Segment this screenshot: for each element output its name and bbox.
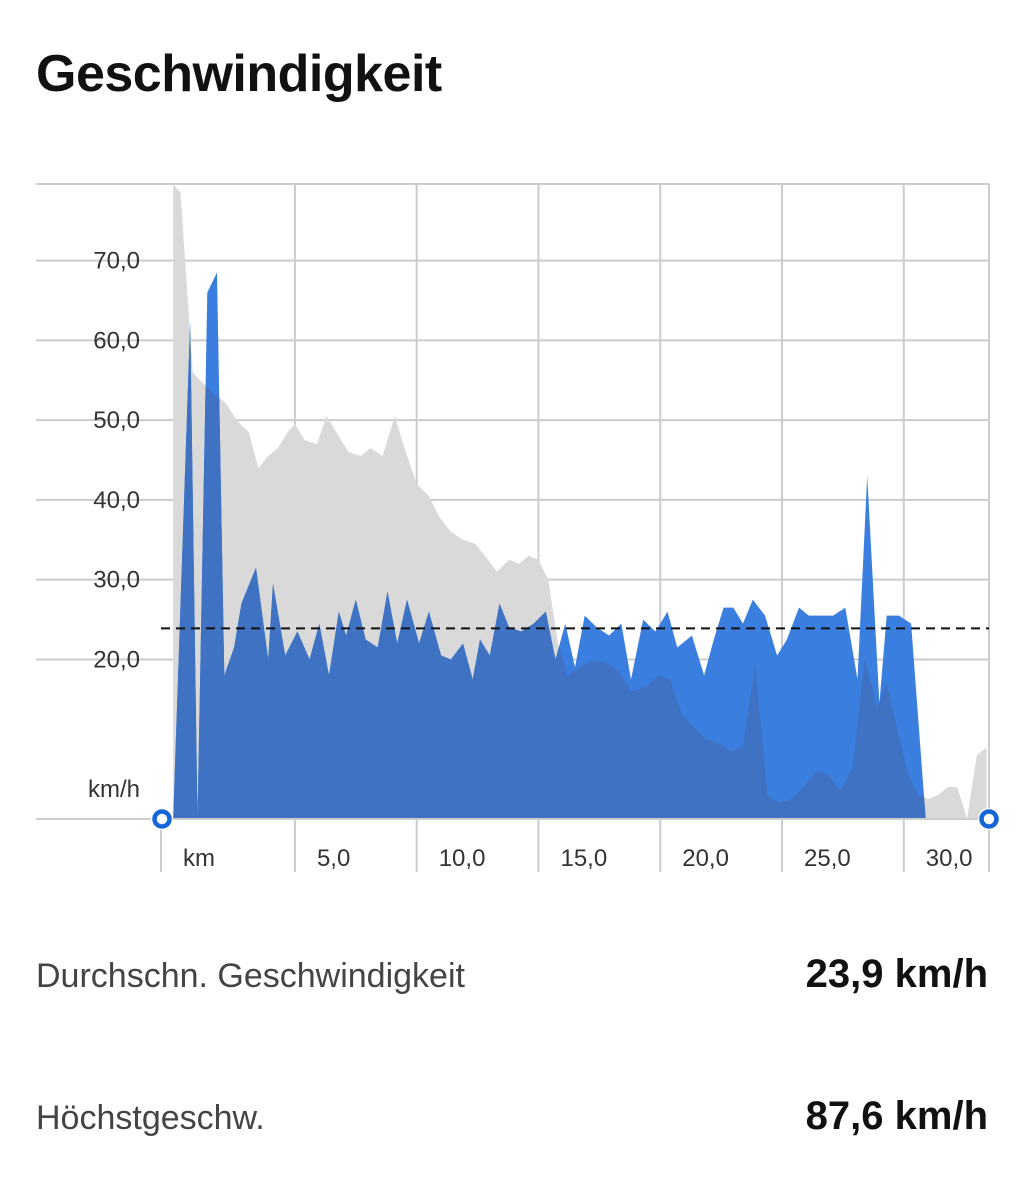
x-tick-label: 5,0 (317, 845, 350, 872)
x-tick-label: 15,0 (560, 845, 607, 872)
x-axis-labels: 5,0 10,0 15,0 20,0 25,0 30,0 (317, 845, 973, 872)
x-tick-label: 30,0 (926, 845, 973, 872)
y-tick-label: 30,0 (93, 567, 140, 594)
range-handle-end[interactable] (978, 808, 1000, 830)
range-handle-start[interactable] (151, 808, 173, 830)
average-speed-value: 23,9 km/h (805, 952, 988, 996)
y-unit-label: km/h (88, 776, 140, 803)
y-tick-label: 70,0 (93, 248, 140, 275)
max-speed-value: 87,6 km/h (805, 1094, 988, 1138)
x-tick-label: 20,0 (682, 845, 729, 872)
chart-axes (36, 818, 990, 872)
y-tick-label: 60,0 (93, 327, 140, 354)
x-tick-label: 25,0 (804, 845, 851, 872)
y-tick-label: 40,0 (93, 487, 140, 514)
y-tick-label: 50,0 (93, 407, 140, 434)
y-axis-labels: 20,0 30,0 40,0 50,0 60,0 70,0 (93, 248, 140, 674)
max-speed-row: Höchstgeschw. 87,6 km/h (36, 1094, 988, 1139)
page-title: Geschwindigkeit (36, 45, 442, 103)
max-speed-label: Höchstgeschw. (36, 1099, 265, 1137)
y-tick-label: 20,0 (93, 646, 140, 673)
average-speed-row: Durchschn. Geschwindigkeit 23,9 km/h (36, 952, 988, 997)
x-tick-label: 10,0 (439, 845, 486, 872)
x-unit-label: km (183, 845, 215, 872)
average-speed-label: Durchschn. Geschwindigkeit (36, 957, 465, 995)
speed-chart[interactable]: 20,0 30,0 40,0 50,0 60,0 70,0 5,0 10,0 15,0 20,0… (0, 0, 1021, 900)
